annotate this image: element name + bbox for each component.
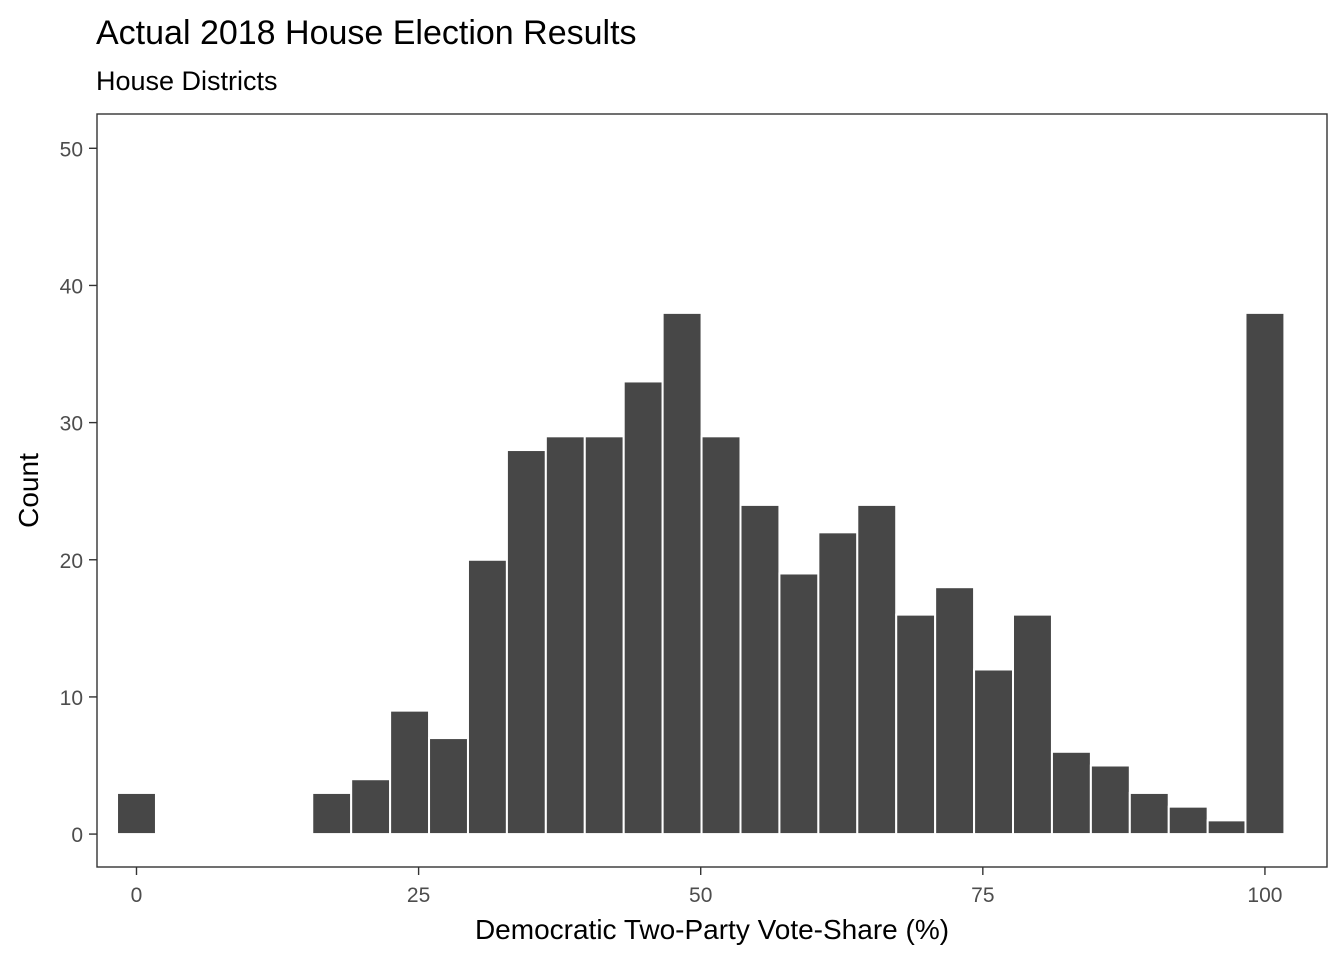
histogram-bar-5 <box>466 558 508 836</box>
y-axis-title: Count <box>13 453 44 528</box>
y-tick-label-2: 20 <box>60 550 83 573</box>
histogram-bar-6 <box>505 449 547 836</box>
histogram-bar-10 <box>661 311 703 836</box>
x-tick-label-3: 75 <box>971 884 994 907</box>
x-tick-label-1: 25 <box>407 884 430 907</box>
histogram-bar-13 <box>778 572 820 836</box>
histogram-bar-2 <box>350 778 392 836</box>
y-axis: 0 10 20 30 40 50 <box>60 138 97 847</box>
histogram-bar-12 <box>739 503 781 836</box>
chart-title: Actual 2018 House Election Results <box>96 14 637 52</box>
chart-subtitle: House Districts <box>96 66 278 96</box>
x-axis: 0 25 50 75 100 <box>131 867 1282 907</box>
x-axis-title: Democratic Two-Party Vote-Share (%) <box>475 914 949 945</box>
y-tick-label-1: 10 <box>60 687 83 710</box>
histogram-bar-24 <box>1206 819 1248 836</box>
histogram-bar-14 <box>817 531 859 836</box>
x-tick-label-0: 0 <box>131 884 143 907</box>
histogram-bar-25 <box>1244 311 1286 836</box>
histogram-bar-21 <box>1089 764 1131 836</box>
histogram-bar-17 <box>934 586 976 836</box>
histogram-bar-22 <box>1128 791 1170 836</box>
histogram-bar-15 <box>856 503 898 836</box>
histogram-bar-7 <box>544 435 586 836</box>
histogram-bar-11 <box>700 435 742 836</box>
x-tick-label-2: 50 <box>689 884 712 907</box>
histogram-bar-19 <box>1012 613 1053 836</box>
histogram-bar-18 <box>973 668 1015 836</box>
histogram-bar-4 <box>428 737 469 836</box>
histogram-bar-9 <box>622 380 664 836</box>
histogram-bar-3 <box>389 709 431 836</box>
y-tick-label-3: 30 <box>60 413 83 436</box>
panel-border <box>96 113 1328 868</box>
y-tick-label-4: 40 <box>60 275 83 298</box>
x-tick-label-4: 100 <box>1247 884 1282 907</box>
y-tick-label-0: 0 <box>71 824 83 847</box>
histogram-bar-20 <box>1050 750 1092 836</box>
bars <box>116 311 1286 836</box>
histogram-bar-0 <box>116 791 157 836</box>
histogram-bar-23 <box>1167 805 1209 836</box>
histogram-bar-16 <box>895 613 937 836</box>
histogram-bar-8 <box>583 435 625 836</box>
histogram-bar-1 <box>311 791 353 836</box>
y-tick-label-5: 50 <box>60 138 83 161</box>
